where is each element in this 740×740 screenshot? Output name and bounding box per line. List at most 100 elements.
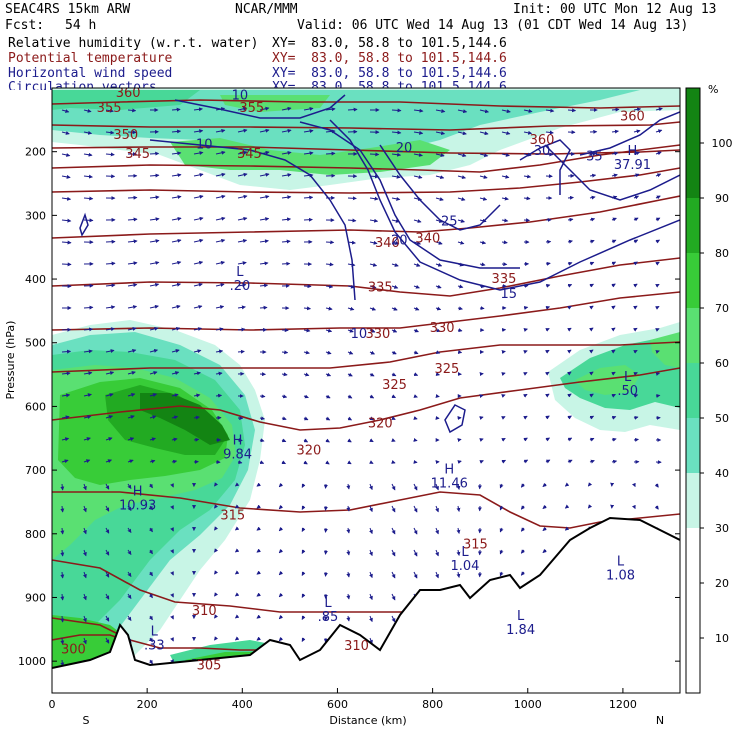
extremum-type: L [617, 555, 625, 570]
circulation-vector [413, 108, 424, 113]
circulation-vector [256, 482, 261, 487]
circulation-vector [259, 416, 266, 421]
wind-contour-30 [519, 139, 571, 195]
circulation-vector [567, 437, 573, 442]
circulation-vector [631, 482, 636, 488]
circulation-vector [501, 350, 506, 354]
theta-label: 330 [365, 327, 390, 342]
circulation-vector [60, 615, 65, 623]
circulation-vector [237, 172, 248, 177]
extremum-value: .50 [617, 384, 638, 399]
circulation-vector [303, 350, 310, 355]
theta-contour-360 [52, 99, 680, 109]
circulation-vector [567, 327, 572, 332]
circulation-vector [391, 130, 402, 135]
circulation-vector [435, 109, 446, 113]
circulation-vector [391, 416, 396, 420]
circulation-vector [105, 283, 116, 288]
theta-label: 360 [116, 86, 141, 101]
circulation-vector [347, 372, 353, 377]
y-tick-label: 400 [25, 273, 46, 286]
circulation-vector [105, 305, 116, 310]
x-tick-label: 800 [422, 698, 443, 711]
circulation-vector [391, 394, 397, 399]
wind-contour-15 [329, 119, 680, 291]
circulation-vector [127, 437, 135, 442]
circulation-vector [234, 482, 240, 487]
circulation-vector [61, 371, 71, 376]
wind-label: 10 [351, 327, 368, 342]
circulation-vector [127, 459, 134, 464]
circulation-vector [215, 128, 226, 133]
circulation-vector [281, 416, 287, 421]
circulation-vector [234, 526, 240, 531]
colorbar-bin [686, 528, 700, 693]
circulation-vector [193, 151, 204, 155]
theta-label: 340 [375, 236, 400, 251]
circulation-vector [148, 483, 153, 489]
circulation-vector [587, 504, 593, 509]
circulation-vector [149, 282, 160, 287]
circulation-vector [171, 326, 181, 331]
circulation-vector [127, 593, 132, 600]
circulation-vector [61, 393, 71, 398]
circulation-vector [479, 416, 484, 420]
circulation-vector [346, 571, 351, 578]
circulation-vector [611, 393, 616, 398]
theta-label: 360 [530, 133, 555, 148]
circulation-vector [105, 371, 115, 375]
circulation-vector [303, 394, 309, 399]
circulation-vector [499, 571, 504, 577]
circulation-vector [501, 459, 507, 464]
circulation-vector [567, 459, 573, 464]
circulation-vector [215, 216, 226, 221]
circulation-vector [435, 505, 439, 513]
extremum-value: .33 [144, 639, 165, 654]
circulation-vector [281, 394, 288, 399]
circulation-vector [148, 593, 153, 599]
circulation-vector [193, 238, 204, 243]
circulation-vector [259, 106, 270, 111]
circulation-vector [369, 372, 375, 377]
circulation-vector [256, 504, 261, 509]
circulation-vector [457, 350, 463, 355]
circulation-vector [281, 173, 292, 178]
circulation-vector [323, 505, 328, 511]
circulation-vector [523, 372, 528, 376]
circulation-vector [369, 615, 373, 623]
circulation-vector [105, 527, 110, 534]
theta-label: 345 [125, 147, 150, 162]
circulation-vector [281, 195, 292, 200]
circulation-vector [413, 394, 418, 398]
extremum-value: .20 [230, 279, 251, 294]
circulation-vector [567, 415, 572, 420]
rh-region-upper-top [52, 90, 200, 110]
circulation-vector [278, 614, 284, 620]
wind-label: 20 [396, 141, 413, 156]
circulation-vector [127, 239, 138, 244]
circulation-vector [567, 371, 572, 376]
extremum-value: 1.08 [606, 569, 635, 584]
circulation-vector [346, 549, 351, 556]
circulation-vector [61, 262, 72, 267]
circulation-vector [435, 175, 445, 180]
circulation-vector [193, 304, 203, 309]
circulation-vector [193, 437, 200, 442]
circulation-vector [523, 459, 529, 464]
colorbar-bin [686, 88, 700, 198]
circulation-vector [215, 393, 223, 398]
circulation-vector [105, 261, 116, 266]
circulation-vector [347, 284, 355, 289]
circulation-vector [347, 416, 353, 421]
circulation-vector [127, 326, 137, 331]
circulation-vector [347, 328, 354, 333]
circulation-vector [148, 615, 153, 621]
circulation-vector [301, 483, 306, 488]
circulation-vector [127, 393, 136, 397]
extremum-value: 1.04 [450, 559, 479, 574]
circulation-vector [369, 284, 377, 289]
circulation-vector [457, 240, 465, 245]
circulation-vector [127, 415, 135, 419]
circulation-vector [171, 173, 182, 178]
circulation-vector [391, 483, 396, 491]
